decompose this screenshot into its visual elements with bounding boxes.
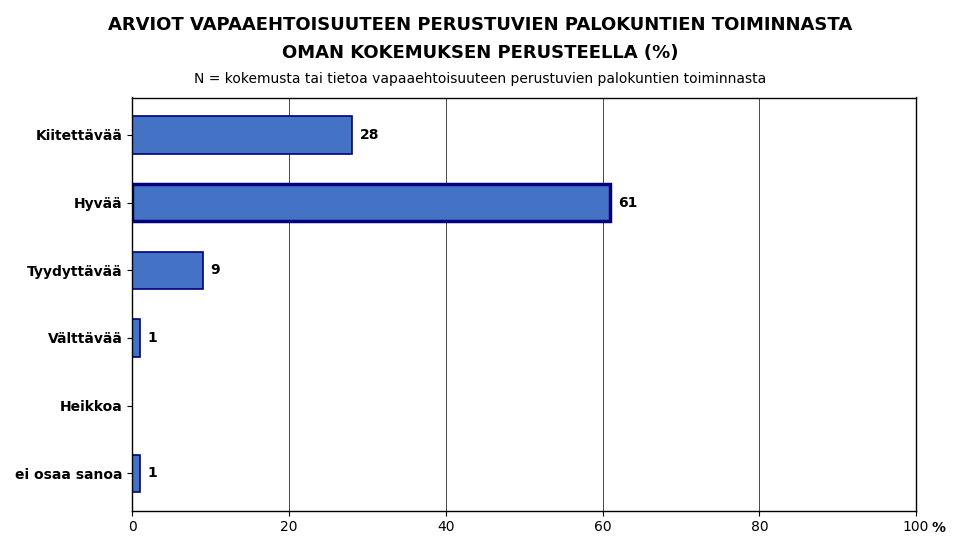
Bar bbox=[132, 184, 611, 221]
Bar bbox=[132, 320, 140, 356]
Text: ARVIOT VAPAAEHTOISUUTEEN PERUSTUVIEN PALOKUNTIEN TOIMINNASTA: ARVIOT VAPAAEHTOISUUTEEN PERUSTUVIEN PAL… bbox=[108, 16, 852, 35]
Text: N = kokemusta tai tietoa vapaaehtoisuuteen perustuvien palokuntien toiminnasta: N = kokemusta tai tietoa vapaaehtoisuute… bbox=[194, 72, 766, 85]
Bar bbox=[132, 455, 140, 492]
Text: %: % bbox=[932, 521, 946, 535]
Text: 9: 9 bbox=[210, 263, 220, 277]
Text: 1: 1 bbox=[148, 331, 157, 345]
Text: 1: 1 bbox=[148, 466, 157, 480]
Bar bbox=[132, 252, 203, 289]
Bar bbox=[132, 116, 351, 153]
Text: 28: 28 bbox=[360, 128, 379, 142]
Text: 61: 61 bbox=[618, 196, 637, 210]
Text: OMAN KOKEMUKSEN PERUSTEELLA (%): OMAN KOKEMUKSEN PERUSTEELLA (%) bbox=[281, 44, 679, 62]
